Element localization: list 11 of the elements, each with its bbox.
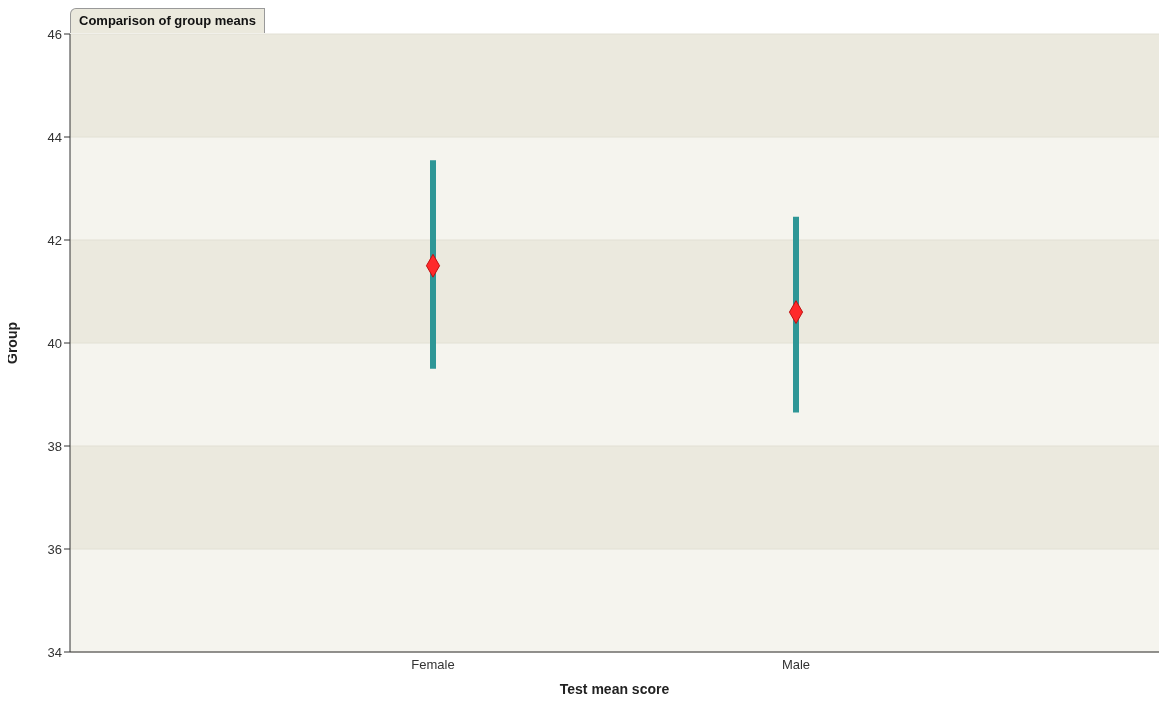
x-axis-title: Test mean score [559,681,670,697]
x-tick-label: Male [781,657,811,673]
y-tick-label: 40 [47,335,62,351]
y-tick-label: 34 [47,644,62,660]
y-tick-label: 38 [47,438,62,454]
y-tick-label: 36 [47,541,62,557]
y-axis-title: Group [3,322,20,364]
x-tick-label: Female [411,657,455,673]
y-tick-label: 44 [47,129,62,145]
y-tick-label: 42 [47,232,62,248]
y-tick-label: 46 [47,26,62,42]
